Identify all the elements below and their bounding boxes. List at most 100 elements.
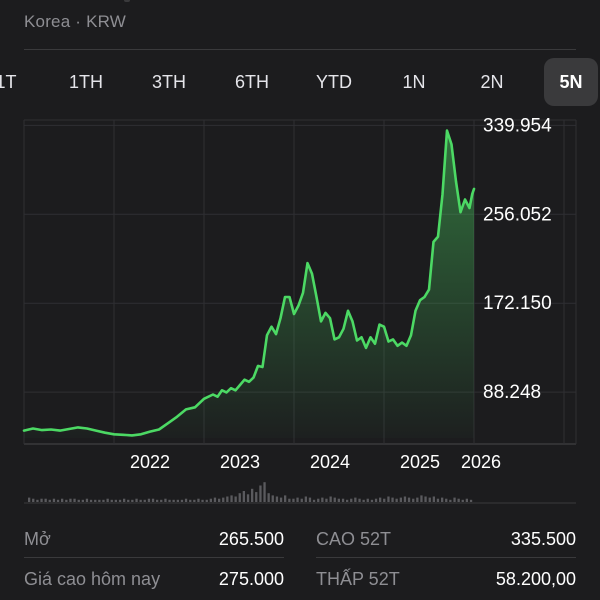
volume-bar [325, 498, 328, 502]
volume-bar [48, 499, 51, 502]
range-tab-1n[interactable]: 1N [402, 72, 426, 92]
header-divider [24, 49, 576, 50]
volume-bar [65, 499, 68, 502]
volume-bar [209, 498, 212, 502]
market-currency-label: Korea · KRW [24, 12, 127, 31]
volume-bar [106, 498, 109, 502]
stat-row-2: Giá cao hôm nay 275.000 THẤP 52T 58.200,… [24, 560, 576, 600]
volume-bar [147, 498, 151, 502]
volume-bar [370, 499, 374, 502]
volume-bar [255, 492, 258, 502]
volume-bar [350, 498, 353, 502]
volume-bar [461, 499, 464, 502]
volume-bar [197, 498, 200, 502]
x-axis-labels: 2022 2023 2024 2025 2026 [130, 452, 501, 472]
volume-bar [284, 495, 287, 502]
x-tick-label: 2026 [461, 452, 501, 472]
volume-bar [416, 497, 419, 502]
y-axis-labels: 339.954 256.052 172.150 88.248 [483, 115, 552, 403]
volume-bar [127, 499, 130, 502]
volume-bar [168, 499, 171, 502]
volume-bar [94, 499, 97, 502]
x-tick-label: 2022 [130, 452, 170, 472]
volume-bar [164, 498, 167, 502]
volume-bar [366, 498, 369, 502]
range-tab-5n[interactable]: 5N [544, 58, 598, 106]
volume-bar [321, 497, 324, 502]
volume-bar [98, 499, 101, 502]
volume-bar [358, 498, 361, 502]
volume-bar [160, 499, 163, 502]
volume-bar [156, 499, 159, 502]
volume-bar [428, 497, 431, 502]
volume-bar [81, 499, 84, 502]
volume-bar [222, 497, 225, 502]
volume-bar [226, 496, 229, 502]
volume-bar [28, 497, 31, 502]
volume-bars [24, 482, 576, 504]
x-tick-label: 2023 [220, 452, 260, 472]
volume-bar [118, 499, 122, 502]
volume-bar [40, 498, 43, 502]
high-52w-label: CAO 52T [316, 529, 392, 549]
volume-bar [445, 498, 448, 502]
volume-bar [317, 498, 320, 502]
volume-bar [44, 498, 47, 502]
volume-bar [379, 497, 382, 502]
volume-bar [61, 498, 64, 502]
volume-bar [329, 496, 332, 502]
high-52w-value: 335.500 [510, 529, 576, 549]
volume-bar [184, 498, 188, 502]
volume-bar [412, 498, 415, 502]
volume-bar [436, 498, 440, 502]
volume-bar [143, 499, 146, 502]
volume-bar [387, 496, 390, 502]
volume-bar [193, 499, 196, 502]
volume-bar [139, 499, 142, 502]
volume-bar [457, 498, 460, 502]
volume-bar [374, 498, 378, 502]
open-label: Mở [24, 529, 51, 549]
volume-bar [449, 499, 452, 502]
volume-bar [288, 498, 291, 502]
volume-bar [131, 499, 134, 502]
volume-bar [259, 485, 262, 502]
volume-bar [114, 499, 117, 502]
range-tab-ytd[interactable]: YTD [316, 72, 352, 92]
range-tab-1th[interactable]: 1TH [68, 72, 103, 92]
range-tab-6th[interactable]: 6TH [234, 72, 269, 92]
row-divider [316, 557, 576, 558]
volume-bar [176, 499, 179, 502]
volume-bar [218, 498, 221, 502]
volume-bar [110, 499, 113, 502]
volume-bar [296, 497, 299, 502]
volume-bar [201, 499, 204, 502]
open-value: 265.500 [218, 529, 284, 549]
volume-bar [441, 497, 444, 502]
volume-bar [32, 498, 35, 502]
stat-row-1: Mở 265.500 CAO 52T 335.500 [24, 520, 576, 560]
volume-bar [391, 497, 394, 502]
x-tick-label: 2025 [400, 452, 440, 472]
volume-bar [73, 498, 76, 502]
volume-bar [292, 498, 295, 502]
volume-bar [308, 497, 312, 502]
volume-bar [333, 497, 336, 502]
volume-bar [420, 495, 423, 502]
range-tab-1t[interactable]: 1T [0, 72, 17, 92]
day-high-value: 275.000 [218, 569, 284, 589]
x-tick-label: 2024 [310, 452, 350, 472]
y-tick-label: 172.150 [483, 293, 552, 314]
volume-bar [304, 496, 307, 502]
range-tab-2n[interactable]: 2N [480, 72, 504, 92]
volume-bar [77, 499, 80, 502]
volume-bar [432, 496, 435, 502]
volume-bar [172, 499, 175, 502]
volume-bar [36, 499, 39, 502]
volume-bar [238, 493, 241, 502]
price-area-fill [24, 130, 474, 438]
volume-bar [469, 499, 473, 502]
range-tab-3th[interactable]: 3TH [151, 72, 186, 92]
volume-bar [151, 498, 155, 502]
